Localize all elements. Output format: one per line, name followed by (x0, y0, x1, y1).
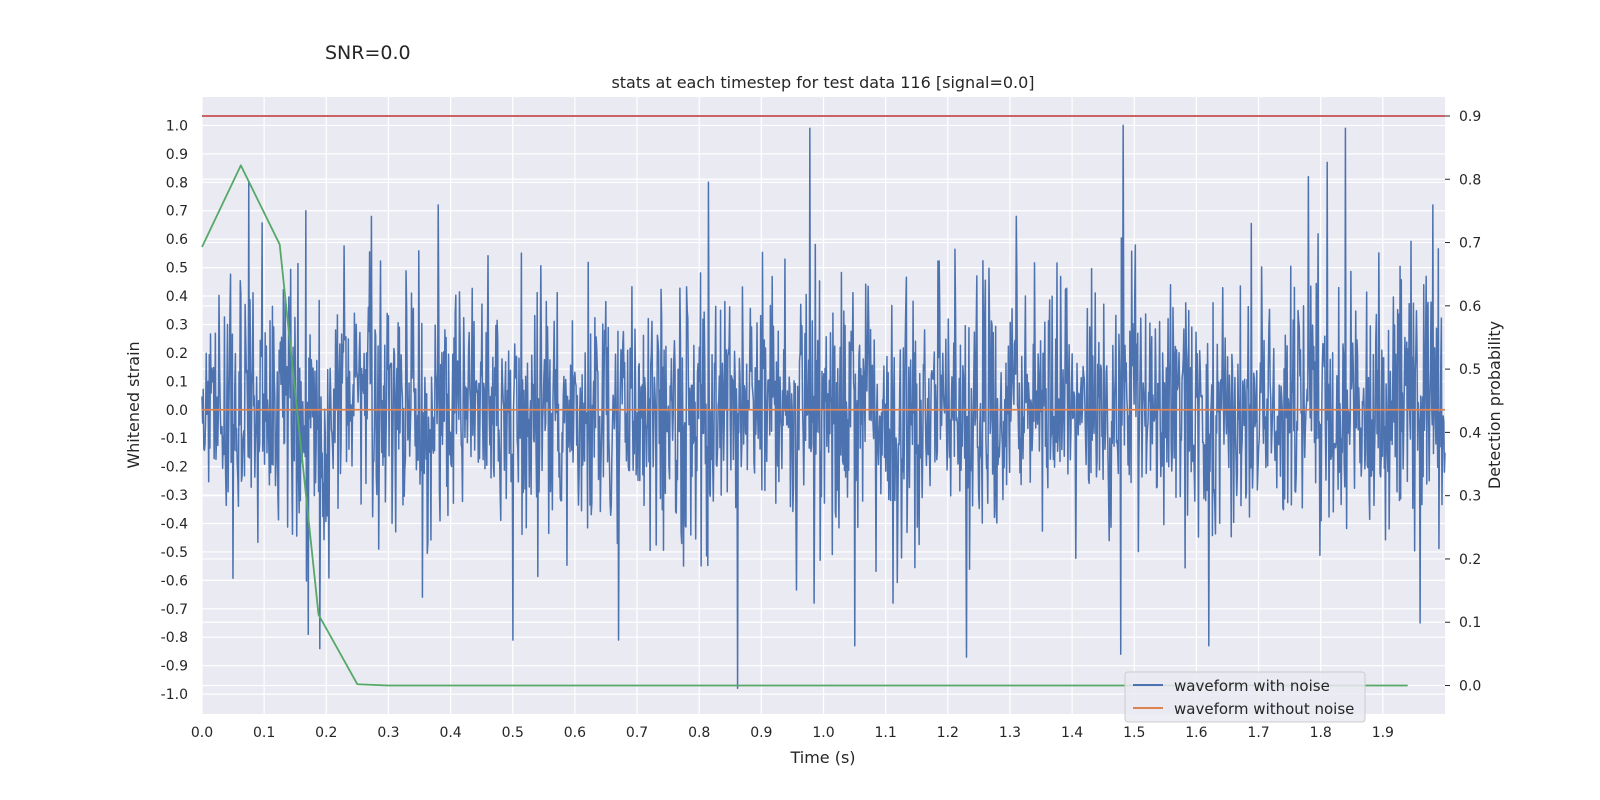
legend: waveform with noise waveform without noi… (1124, 671, 1366, 723)
y-tick-label: 0.3 (166, 317, 188, 333)
y-tick-label: 0.0 (166, 403, 188, 419)
y2-tick-label: 0.0 (1459, 679, 1481, 695)
y-tick-label: -0.5 (161, 545, 188, 561)
y-axis-ticks: 1.0 0.9 0.8 0.7 0.6 0.5 0.4 0.3 0.2 0.1 0.0 -0.1 -0.… (161, 118, 188, 703)
x-tick-label: 0.4 (439, 725, 461, 741)
y-tick-label: 1.0 (166, 118, 188, 134)
series-line-detection-probability (201, 164, 1408, 687)
x-tick-label: 1.0 (812, 725, 834, 741)
y2-tick-label: 0.2 (1459, 552, 1481, 568)
x-tick-label: 1.7 (1247, 725, 1269, 741)
x-axis-label: Time (s) (789, 748, 855, 767)
y2-axis-ticks: 0.9 0.8 0.7 0.6 0.5 0.4 0.3 0.2 0.1 0.0 (1445, 109, 1481, 695)
x-tick-label: 1.2 (937, 725, 959, 741)
x-tick-label: 1.9 (1372, 725, 1394, 741)
y-tick-label: 0.4 (166, 289, 188, 305)
y-axis-label: Whitened strain (124, 341, 143, 468)
x-tick-label: 0.0 (191, 725, 213, 741)
y-tick-label: -0.3 (161, 488, 188, 504)
y2-tick-label: 0.8 (1459, 172, 1481, 188)
y-tick-label: -1.0 (161, 687, 188, 703)
x-tick-label: 0.9 (750, 725, 772, 741)
y-tick-label: 0.2 (166, 346, 188, 362)
x-tick-label: 1.8 (1310, 725, 1332, 741)
x-tick-label: 0.1 (253, 725, 275, 741)
y-tick-label: 0.8 (166, 175, 188, 191)
y2-tick-label: 0.6 (1459, 299, 1481, 315)
y-tick-label: -0.8 (161, 630, 188, 646)
legend-label-noise: waveform with noise (1174, 677, 1330, 695)
y2-tick-label: 0.4 (1459, 425, 1481, 441)
y-tick-label: 0.9 (166, 147, 188, 163)
x-tick-label: 1.4 (1061, 725, 1083, 741)
legend-label-clean: waveform without noise (1174, 700, 1354, 718)
y-tick-label: -0.2 (161, 460, 188, 476)
legend-box (1124, 671, 1366, 723)
x-tick-label: 1.6 (1185, 725, 1207, 741)
y2-tick-label: 0.3 (1459, 489, 1481, 505)
y-tick-label: -0.1 (161, 431, 188, 447)
x-tick-label: 0.8 (688, 725, 710, 741)
y2-axis-label: Detection probability (1485, 321, 1504, 489)
y2-tick-label: 0.5 (1459, 362, 1481, 378)
y-tick-label: 0.5 (166, 261, 188, 277)
x-tick-label: 1.3 (999, 725, 1021, 741)
y-tick-label: 0.1 (166, 374, 188, 390)
figure-supertitle: SNR=0.0 (325, 42, 411, 64)
chart-title: stats at each timestep for test data 116… (611, 73, 1034, 92)
x-tick-label: 1.1 (875, 725, 897, 741)
x-tick-label: 1.5 (1123, 725, 1145, 741)
y2-tick-label: 0.9 (1459, 109, 1481, 125)
y-tick-label: -0.6 (161, 573, 188, 589)
x-tick-label: 0.3 (377, 725, 399, 741)
y-tick-label: -0.9 (161, 659, 188, 675)
y2-tick-label: 0.7 (1459, 236, 1481, 252)
series-line-waveform-with-noise (201, 124, 1446, 690)
x-tick-label: 0.7 (626, 725, 648, 741)
x-tick-label: 0.2 (315, 725, 337, 741)
y-tick-label: -0.7 (161, 602, 188, 618)
series-layer (201, 115, 1446, 690)
x-tick-label: 0.6 (564, 725, 586, 741)
y-tick-label: -0.4 (161, 516, 188, 532)
y2-tick-label: 0.1 (1459, 615, 1481, 631)
y-tick-label: 0.7 (166, 204, 188, 220)
x-axis-ticks: 0.0 0.1 0.2 0.3 0.4 0.5 0.6 0.7 0.8 0.9 1.0 1.1 1.2 1… (191, 725, 1394, 741)
x-tick-label: 0.5 (502, 725, 524, 741)
y-tick-label: 0.6 (166, 232, 188, 248)
